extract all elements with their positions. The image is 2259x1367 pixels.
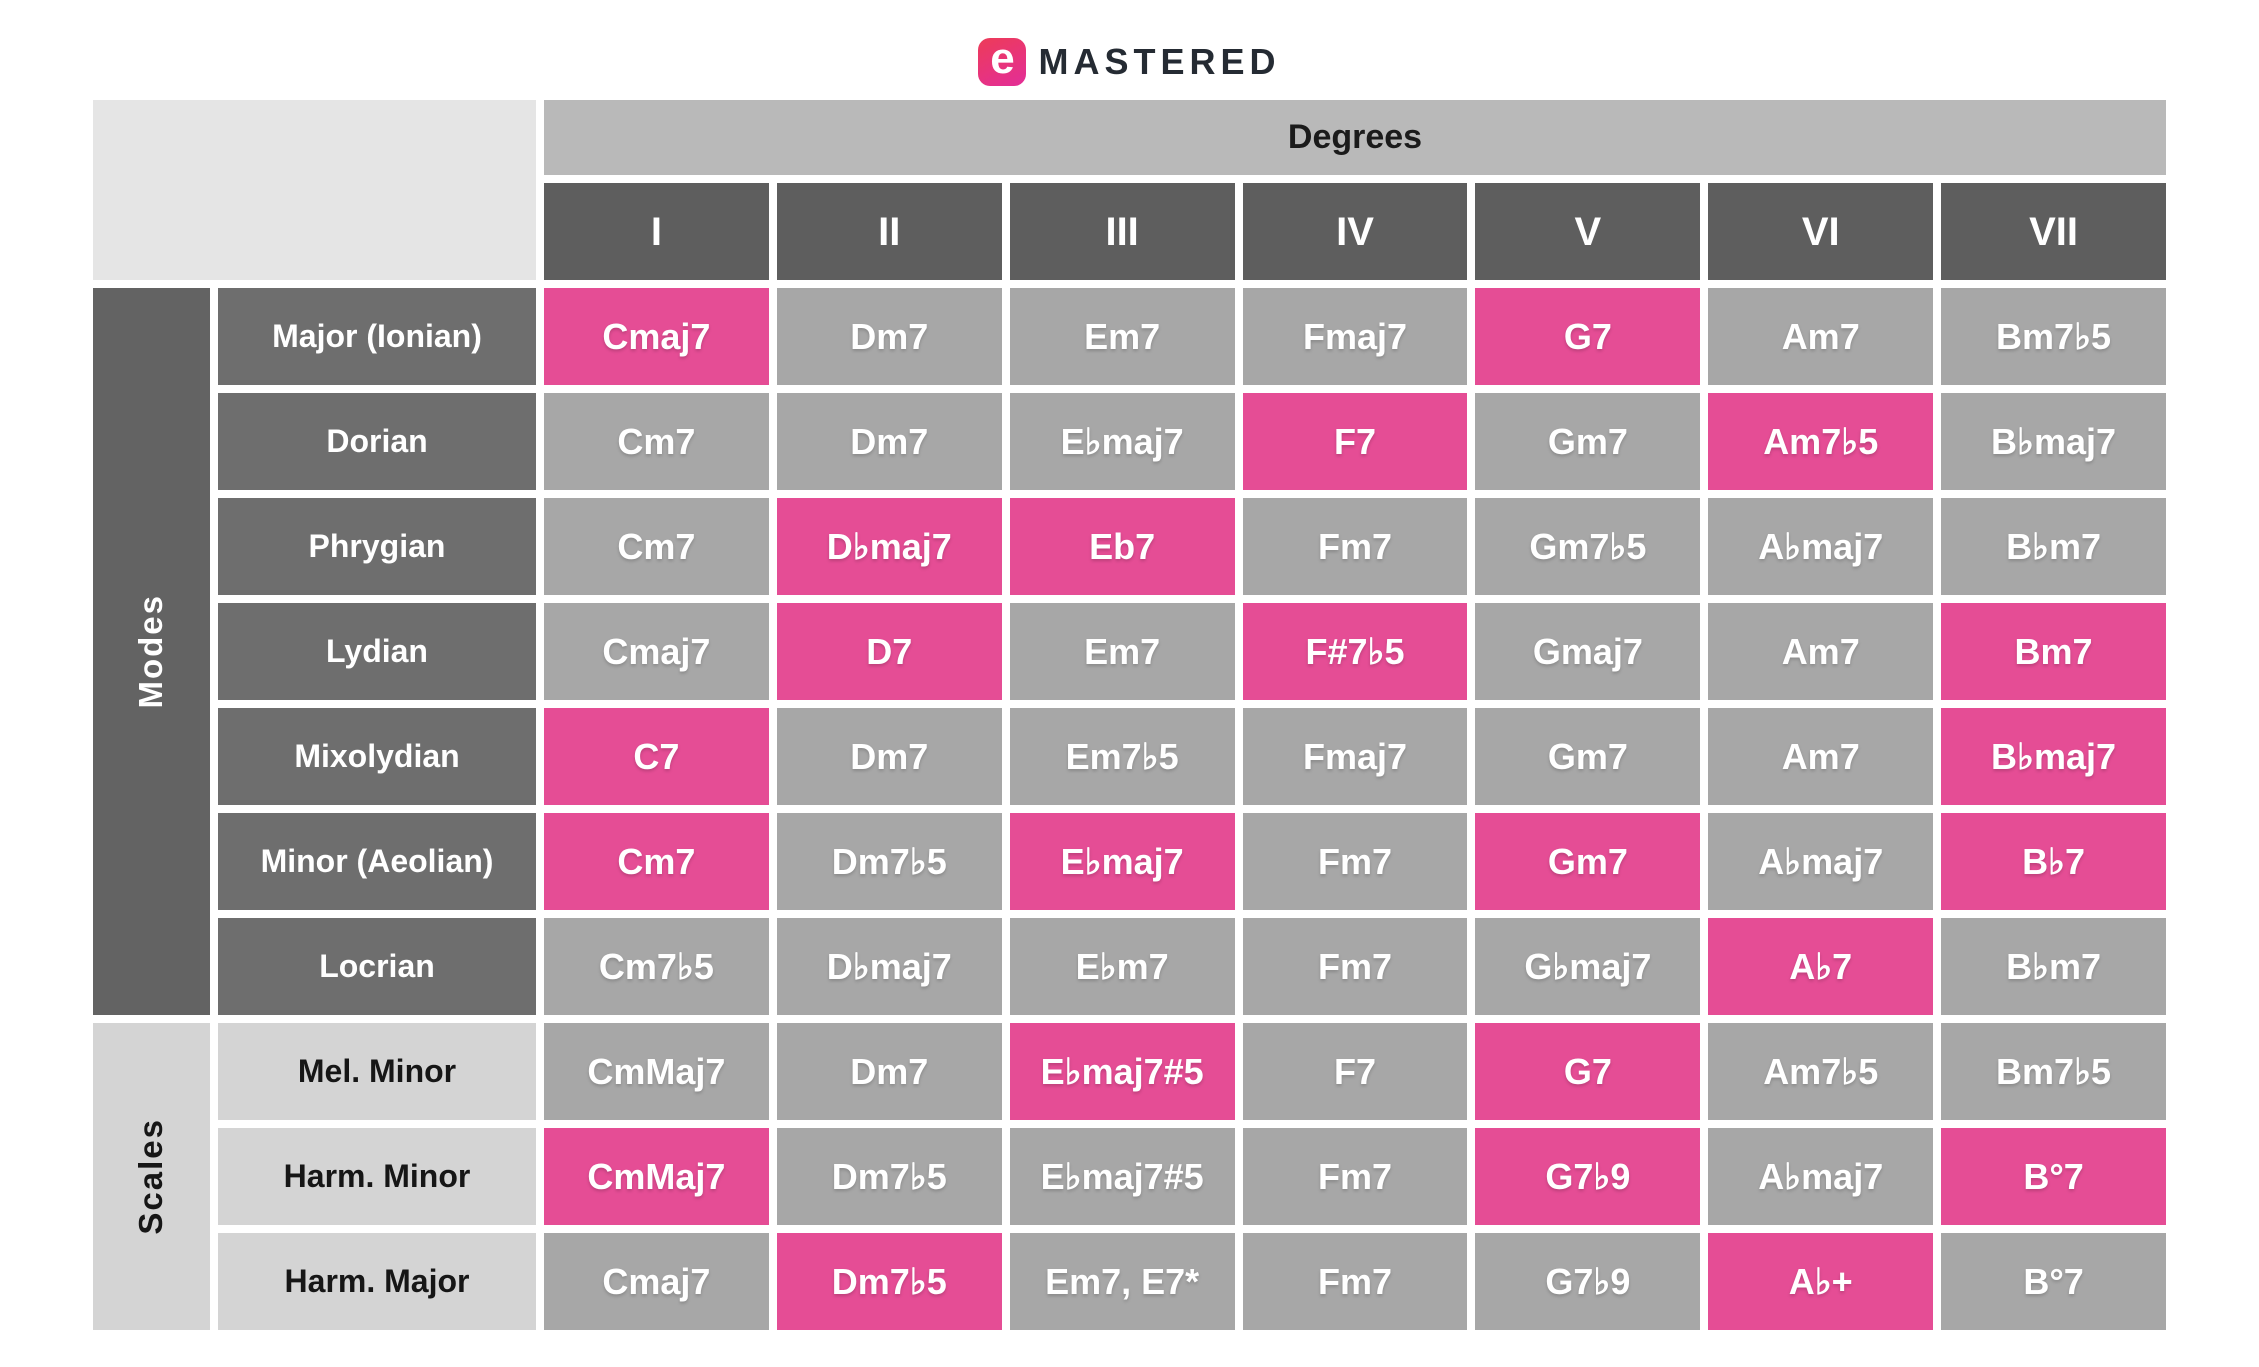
row-label: Harm. Minor	[218, 1128, 536, 1225]
emastered-logo-icon: e	[978, 34, 1027, 86]
chord-cell: Fm7	[1242, 1233, 1468, 1330]
chord-cell: E♭maj7	[1009, 393, 1235, 490]
degree-header-v: V	[1475, 183, 1701, 280]
chord-cell: Am7	[1708, 288, 1934, 385]
chord-cell: A♭maj7	[1708, 498, 1934, 595]
chord-cell: Fm7	[1242, 918, 1468, 1015]
chord-cell: Cmaj7	[544, 1233, 769, 1330]
chord-cell: C7	[544, 708, 769, 805]
chord-cell: B♭maj7	[1941, 708, 2166, 805]
chord-cell: Cmaj7	[544, 288, 769, 385]
modes-group-label: Modes	[93, 288, 210, 1015]
chord-cell: Cm7	[544, 393, 769, 490]
modes-group-label-text: Modes	[132, 594, 170, 709]
chord-cell: D♭maj7	[776, 918, 1002, 1015]
chord-cell: Fmaj7	[1242, 708, 1468, 805]
degree-header-iv: IV	[1242, 183, 1468, 280]
chord-cell: Dm7♭5	[776, 1233, 1002, 1330]
chord-cell: E♭maj7	[1009, 813, 1235, 910]
chord-cell: Cm7	[544, 813, 769, 910]
chord-cell: Dm7♭5	[776, 1128, 1002, 1225]
chord-cell: Gm7	[1475, 813, 1701, 910]
chord-cell: Em7, E7*	[1009, 1233, 1235, 1330]
chord-cell: CmMaj7	[544, 1128, 769, 1225]
chord-cell: E♭m7	[1009, 918, 1235, 1015]
chord-cell: A♭maj7	[1708, 813, 1934, 910]
chord-cell: Bm7♭5	[1941, 1023, 2166, 1120]
degree-header-vi: VI	[1708, 183, 1934, 280]
chord-cell: Fm7	[1242, 813, 1468, 910]
row-label: Major (Ionian)	[218, 288, 536, 385]
chord-cell: Dm7♭5	[776, 813, 1002, 910]
row-label: Lydian	[218, 603, 536, 700]
chord-cell: Am7	[1708, 708, 1934, 805]
chord-cell: Gm7	[1475, 393, 1701, 490]
chord-cell: Dm7	[776, 288, 1002, 385]
chord-table: Degrees I II III IV V VI VII Modes Major (Ionian…	[93, 100, 2166, 1330]
chord-cell: Fm7	[1242, 498, 1468, 595]
degree-header-ii: II	[776, 183, 1002, 280]
chord-cell: G♭maj7	[1475, 918, 1701, 1015]
logo-letter: e	[990, 34, 1015, 83]
chord-cell: A♭7	[1708, 918, 1934, 1015]
chord-cell: B♭7	[1941, 813, 2166, 910]
chord-cell: G7♭9	[1475, 1128, 1701, 1225]
chord-cell: Bm7♭5	[1941, 288, 2166, 385]
chord-cell: Cmaj7	[544, 603, 769, 700]
chord-cell: G7	[1475, 1023, 1701, 1120]
chord-cell: B°7	[1941, 1233, 2166, 1330]
chord-cell: B♭maj7	[1941, 393, 2166, 490]
chord-cell: Dm7	[776, 1023, 1002, 1120]
chord-cell: Em7	[1009, 603, 1235, 700]
chord-cell: B♭m7	[1941, 498, 2166, 595]
scales-group-label: Scales	[93, 1023, 210, 1330]
chord-cell: Cm7	[544, 498, 769, 595]
chord-cell: B♭m7	[1941, 918, 2166, 1015]
chord-cell: Em7♭5	[1009, 708, 1235, 805]
chord-cell: CmMaj7	[544, 1023, 769, 1120]
degree-header-iii: III	[1009, 183, 1235, 280]
chord-cell: Fmaj7	[1242, 288, 1468, 385]
row-label: Dorian	[218, 393, 536, 490]
chord-cell: Gmaj7	[1475, 603, 1701, 700]
chord-cell: B°7	[1941, 1128, 2166, 1225]
degree-header-vii: VII	[1941, 183, 2166, 280]
chord-cell: Em7	[1009, 288, 1235, 385]
chord-cell: E♭maj7#5	[1009, 1023, 1235, 1120]
degrees-header: Degrees	[544, 100, 2166, 175]
chord-cell: G7♭9	[1475, 1233, 1701, 1330]
chord-cell: Gm7♭5	[1475, 498, 1701, 595]
chord-cell: D♭maj7	[776, 498, 1002, 595]
chord-cell: Cm7♭5	[544, 918, 769, 1015]
chord-cell: A♭+	[1708, 1233, 1934, 1330]
chord-cell: D7	[776, 603, 1002, 700]
chord-cell: Bm7	[1941, 603, 2166, 700]
row-label: Phrygian	[218, 498, 536, 595]
chord-cell: Am7♭5	[1708, 393, 1934, 490]
chord-cell: A♭maj7	[1708, 1128, 1934, 1225]
scales-group-label-text: Scales	[132, 1118, 170, 1235]
chord-cell: Gm7	[1475, 708, 1701, 805]
chord-cell: Am7	[1708, 603, 1934, 700]
chord-cell: Dm7	[776, 708, 1002, 805]
row-label: Minor (Aeolian)	[218, 813, 536, 910]
chord-cell: Fm7	[1242, 1128, 1468, 1225]
chord-cell: G7	[1475, 288, 1701, 385]
row-label: Locrian	[218, 918, 536, 1015]
chord-cell: F#7♭5	[1242, 603, 1468, 700]
row-label: Mel. Minor	[218, 1023, 536, 1120]
row-label: Mixolydian	[218, 708, 536, 805]
chord-cell: F7	[1242, 1023, 1468, 1120]
chord-cell: Dm7	[776, 393, 1002, 490]
degree-header-i: I	[544, 183, 769, 280]
brand-header: e MASTERED	[0, 0, 2259, 100]
chord-cell: Eb7	[1009, 498, 1235, 595]
chord-cell: Am7♭5	[1708, 1023, 1934, 1120]
chord-cell: E♭maj7#5	[1009, 1128, 1235, 1225]
row-label: Harm. Major	[218, 1233, 536, 1330]
chord-cell: F7	[1242, 393, 1468, 490]
brand-name: MASTERED	[1038, 41, 1281, 82]
table-corner	[93, 100, 536, 280]
